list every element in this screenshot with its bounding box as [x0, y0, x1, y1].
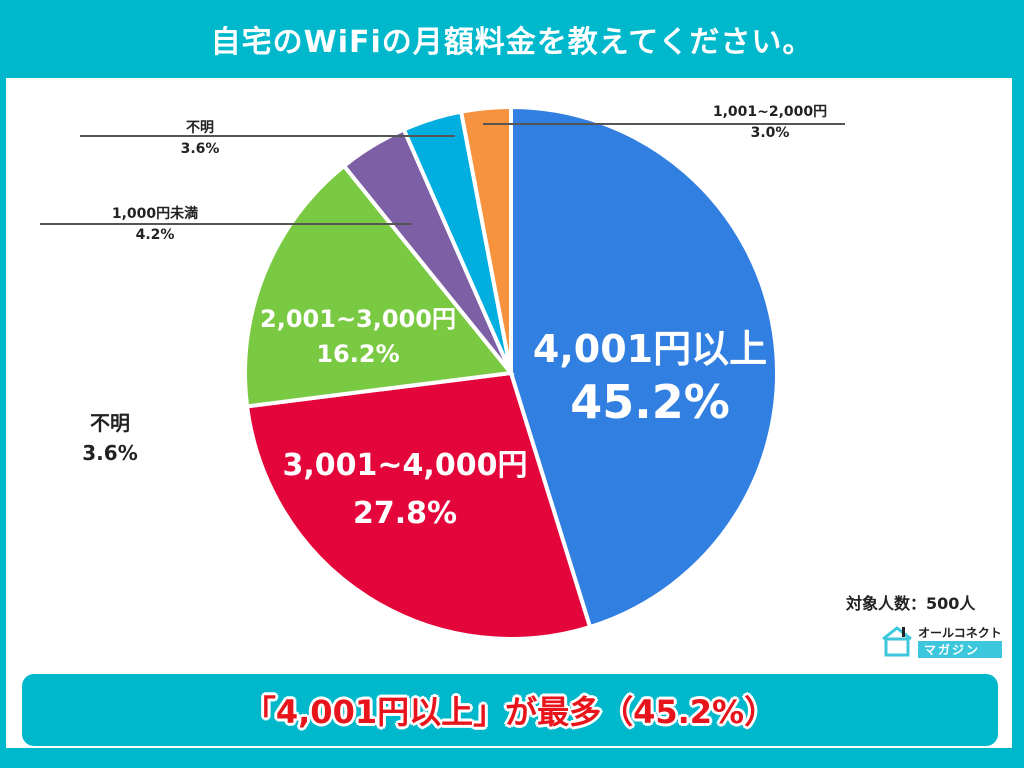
logo-text-bottom: マガジン: [918, 641, 1002, 658]
label-name: 不明: [186, 120, 214, 136]
pie-slice: [458, 104, 513, 374]
label-2001-3000: 2,001~3,000円 16.2%: [238, 302, 478, 372]
label-name: 1,000円未満: [111, 206, 199, 222]
label-1001-2000: 1,001~2,000円 3.0%: [680, 102, 860, 144]
label-3001-4000: 3,001~4,000円 27.8%: [270, 442, 540, 538]
summary-text: 「4,001円以上」が最多（45.2%）: [243, 693, 777, 731]
label-4001-plus: 4,001円以上 45.2%: [515, 326, 785, 431]
leader-line-unknown: [80, 135, 455, 137]
pie-slice: [243, 163, 515, 409]
label-pct: 45.2%: [570, 374, 730, 429]
label-pct: 27.8%: [352, 496, 458, 531]
chart-title: 自宅のWiFiの月額料金を教えてください。: [210, 25, 814, 60]
leader-line-under-1000: [40, 223, 412, 225]
label-unknown: 不明 3.6%: [150, 118, 250, 160]
label-name: 4,001円以上: [532, 327, 768, 371]
label-name: 3,001~4,000円: [282, 448, 528, 483]
logo-text-top: オールコネクト: [918, 626, 1002, 640]
brand-logo: オールコネクト マガジン: [880, 624, 1002, 658]
pie-slice: [509, 104, 779, 630]
label-name: 2,001~3,000円: [260, 305, 456, 333]
leader-line-1001-2000: [483, 123, 845, 125]
label-unknown-extra: 不明 3.6%: [70, 408, 150, 468]
label-pct: 4.2%: [135, 227, 175, 243]
label-pct: 3.6%: [82, 441, 138, 465]
summary-banner: 「4,001円以上」が最多（45.2%）: [22, 674, 998, 746]
label-name: 不明: [90, 411, 130, 435]
label-name: 1,001~2,000円: [712, 104, 828, 120]
house-icon: [882, 626, 912, 657]
label-under-1000: 1,000円未満 4.2%: [80, 204, 230, 246]
label-pct: 16.2%: [316, 339, 400, 368]
pie-slice: [244, 370, 593, 641]
label-pct: 3.6%: [180, 141, 220, 157]
sample-size: 対象人数：500人: [846, 594, 976, 613]
label-pct: 3.0%: [750, 125, 790, 141]
